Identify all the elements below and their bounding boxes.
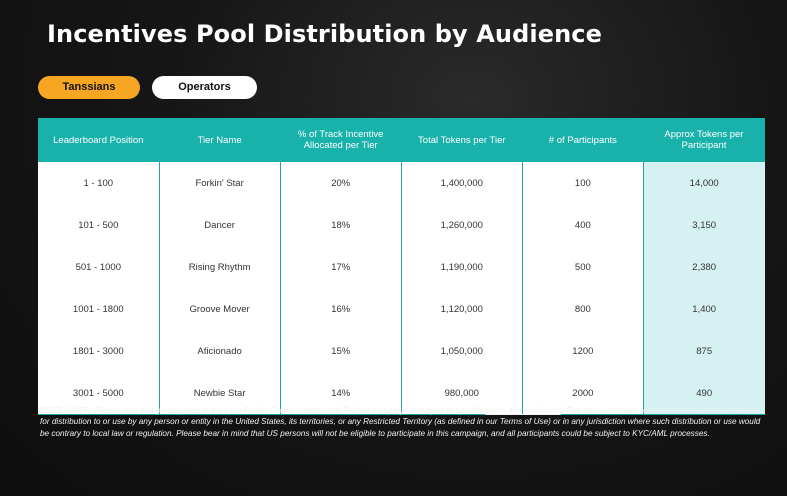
cell-participants: 100 xyxy=(522,162,644,204)
tab-operators[interactable]: Operators xyxy=(152,76,257,99)
cell-position: 101 - 500 xyxy=(38,204,160,246)
table-row: 1 - 100 Forkin' Star 20% 1,400,000 100 1… xyxy=(38,162,765,204)
column-header-total-tokens: Total Tokens per Tier xyxy=(401,118,523,162)
column-header-leaderboard-position: Leaderboard Position xyxy=(38,118,160,162)
table-row: 1801 - 3000 Aficionado 15% 1,050,000 120… xyxy=(38,330,765,372)
cell-participants: 500 xyxy=(522,246,644,288)
table-header-row: Leaderboard Position Tier Name % of Trac… xyxy=(38,118,766,162)
audience-tabs: Tanssians Operators xyxy=(38,76,257,99)
cell-position: 501 - 1000 xyxy=(38,246,160,288)
column-header-tier-name: Tier Name xyxy=(159,118,281,162)
cell-total-tokens: 1,190,000 xyxy=(401,246,523,288)
cell-tokens-per-participant: 1,400 xyxy=(643,288,765,330)
cell-tier-name: Rising Rhythm xyxy=(159,246,281,288)
column-header-participants: # of Participants xyxy=(522,118,644,162)
disclaimer-text-before: DISCLAIMER: Please note that participati… xyxy=(40,406,486,415)
cell-position: 3001 - 5000 xyxy=(38,372,160,415)
cell-participants: 400 xyxy=(522,204,644,246)
cell-participants: 800 xyxy=(522,288,644,330)
cell-tier-name: Aficionado xyxy=(159,330,281,372)
cell-tokens-per-participant: 490 xyxy=(643,372,765,415)
cell-position: 1 - 100 xyxy=(38,162,160,204)
page-title: Incentives Pool Distribution by Audience xyxy=(47,20,602,48)
cell-participants: 1200 xyxy=(522,330,644,372)
cell-tier-name: Newbie Star xyxy=(159,372,281,415)
disclaimer: DISCLAIMER: Please note that participati… xyxy=(40,405,768,439)
table-row: 501 - 1000 Rising Rhythm 17% 1,190,000 5… xyxy=(38,246,765,288)
cell-percent: 20% xyxy=(280,162,402,204)
cell-tokens-per-participant: 875 xyxy=(643,330,765,372)
cell-position: 1001 - 1800 xyxy=(38,288,160,330)
cell-percent: 18% xyxy=(280,204,402,246)
cell-percent: 17% xyxy=(280,246,402,288)
cell-total-tokens: 1,050,000 xyxy=(401,330,523,372)
cell-position: 1801 - 3000 xyxy=(38,330,160,372)
disclaimer-text-after: . This announcement and its contents are… xyxy=(40,406,761,438)
cell-participants: 2000 xyxy=(522,372,644,415)
distribution-table: Leaderboard Position Tier Name % of Trac… xyxy=(38,118,766,415)
cell-tokens-per-participant: 14,000 xyxy=(643,162,765,204)
cell-percent: 16% xyxy=(280,288,402,330)
terms-link[interactable]: terms and conditions xyxy=(485,406,561,415)
cell-total-tokens: 980,000 xyxy=(401,372,523,415)
tab-tanssians[interactable]: Tanssians xyxy=(38,76,140,99)
cell-total-tokens: 1,120,000 xyxy=(401,288,523,330)
cell-tier-name: Dancer xyxy=(159,204,281,246)
table-row: 101 - 500 Dancer 18% 1,260,000 400 3,150 xyxy=(38,204,765,246)
cell-tokens-per-participant: 3,150 xyxy=(643,204,765,246)
cell-tier-name: Groove Mover xyxy=(159,288,281,330)
cell-percent: 15% xyxy=(280,330,402,372)
table-row: 3001 - 5000 Newbie Star 14% 980,000 2000… xyxy=(38,372,765,415)
column-header-percent-allocated: % of Track Incentive Allocated per Tier xyxy=(280,118,402,162)
column-header-tokens-per-participant: Approx Tokens per Participant xyxy=(643,118,766,162)
cell-total-tokens: 1,400,000 xyxy=(401,162,523,204)
table-row: 1001 - 1800 Groove Mover 16% 1,120,000 8… xyxy=(38,288,765,330)
cell-percent: 14% xyxy=(280,372,402,415)
cell-tokens-per-participant: 2,380 xyxy=(643,246,765,288)
cell-total-tokens: 1,260,000 xyxy=(401,204,523,246)
cell-tier-name: Forkin' Star xyxy=(159,162,281,204)
